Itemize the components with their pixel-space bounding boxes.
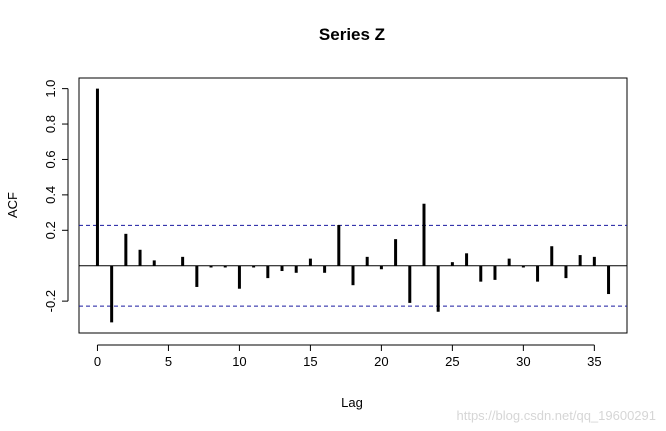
y-tick-label: -0.2 [43, 290, 58, 312]
chart-title: Series Z [319, 25, 385, 44]
y-axis-label: ACF [5, 192, 20, 218]
x-tick-label: 25 [445, 354, 459, 369]
y-tick-label: 1.0 [43, 80, 58, 98]
x-tick-label: 0 [94, 354, 101, 369]
x-tick-label: 10 [232, 354, 246, 369]
y-tick-label: 0.8 [43, 115, 58, 133]
x-tick-label: 35 [587, 354, 601, 369]
y-tick-label: 0.6 [43, 150, 58, 168]
watermark: https://blog.csdn.net/qq_19600291 [457, 408, 657, 423]
x-tick-label: 20 [374, 354, 388, 369]
x-tick-label: 15 [303, 354, 317, 369]
y-tick-label: 0.4 [43, 186, 58, 204]
y-tick-label: 0.2 [43, 221, 58, 239]
x-axis-label: Lag [341, 395, 363, 410]
plot-area [79, 88, 627, 323]
plot-frame [78, 77, 628, 334]
x-tick-label: 5 [165, 354, 172, 369]
x-tick-label: 30 [516, 354, 530, 369]
